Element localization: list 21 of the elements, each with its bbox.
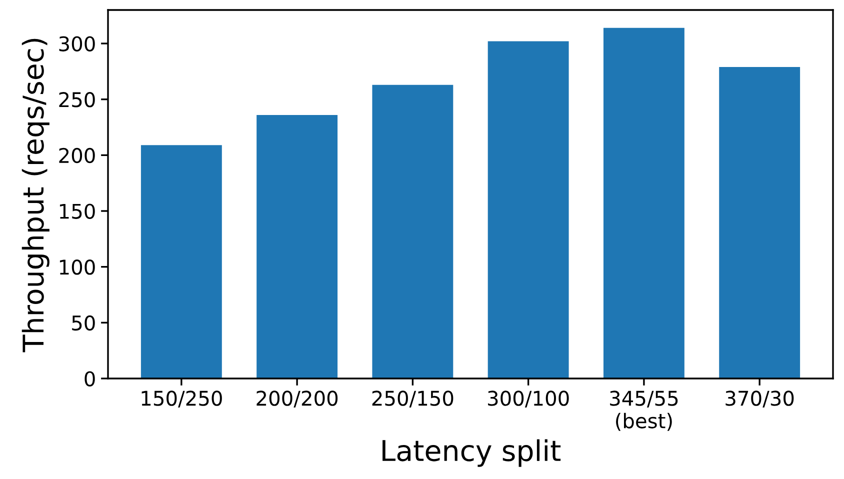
y-tick-label: 0	[84, 371, 95, 386]
x-tick-label: 300/100	[488, 390, 569, 408]
y-tick-label: 250	[59, 92, 95, 108]
x-tick-label: 150/250	[142, 390, 222, 408]
x-axis-title: Latency split	[382, 439, 561, 467]
y-tick-label: 100	[60, 260, 95, 275]
bar	[372, 84, 454, 378]
y-tick-label: 200	[59, 148, 95, 164]
y-tick-label: 50	[72, 315, 95, 331]
bar	[488, 41, 569, 378]
x-tick-label: 250/150	[372, 390, 454, 408]
bar	[719, 66, 800, 378]
x-tick-label: 200/200	[256, 390, 338, 408]
x-tick-label: 370/30	[726, 390, 794, 408]
y-tick-label: 150	[60, 204, 95, 219]
y-axis-title: Throughput (reqs/sec)	[22, 38, 50, 352]
y-tick-label: 300	[59, 36, 95, 52]
bar	[603, 28, 684, 378]
bar	[140, 145, 222, 378]
bar	[256, 114, 338, 378]
x-tick-label: 345/55 (best)	[610, 390, 678, 431]
